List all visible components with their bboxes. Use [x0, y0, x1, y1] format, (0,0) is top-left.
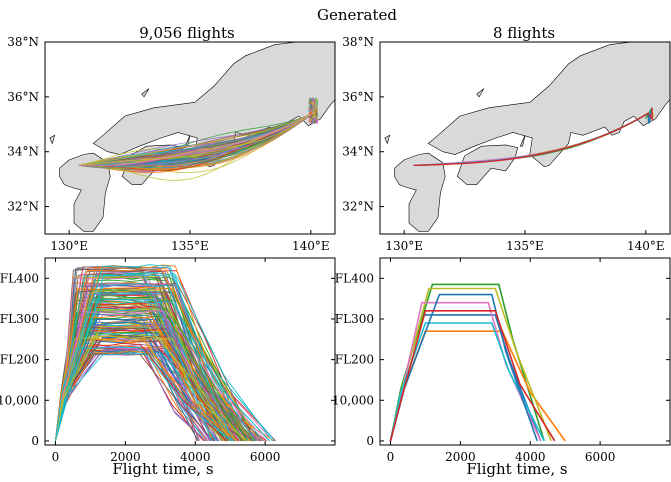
x-tick-label: 135°E: [171, 239, 209, 253]
altitude-profiles: [55, 264, 277, 442]
y-tick-label: 10,000: [332, 393, 374, 407]
y-tick-label: FL400: [335, 271, 374, 285]
map-land: [380, 42, 670, 232]
y-tick-label: 38°N: [7, 35, 39, 49]
altitude-profile: [55, 284, 219, 442]
x-tick-label: 130°E: [50, 239, 88, 253]
y-tick-label: FL300: [335, 312, 374, 326]
altitude-panel-dense: 0 2000 4000 6000 0 10,000 FL200 FL300 FL400: [0, 257, 336, 464]
x-tick-label: 135°E: [506, 239, 544, 253]
altitude-profile: [55, 346, 233, 442]
altitude-profile: [55, 321, 199, 442]
island: [141, 88, 150, 98]
altitude-profile: [55, 335, 244, 442]
flight-track: [78, 105, 318, 166]
xlabel-bottom-left: Flight time, s: [112, 460, 213, 478]
map-land: [45, 42, 335, 232]
y-tick-label: 38°N: [342, 35, 374, 49]
altitude-profile: [55, 351, 236, 442]
island: [384, 134, 391, 145]
altitude-profile: [55, 300, 270, 442]
y-tick-label: 10,000: [0, 393, 39, 407]
altitude-profile: [55, 286, 231, 442]
x-tick-label: 2000: [110, 450, 141, 464]
figure-title: Generated: [317, 6, 397, 24]
y-tick-label: 0: [31, 434, 39, 448]
xlabel-bottom-right: Flight time, s: [466, 460, 567, 478]
y-tick-label: 0: [366, 434, 374, 448]
panel-title-left: 9,056 flights: [139, 24, 235, 42]
x-tick-label: 140°E: [292, 239, 330, 253]
altitude-profile: [55, 283, 253, 442]
y-tick-label: 32°N: [342, 200, 374, 214]
flight-track: [78, 107, 318, 166]
altitude-profile: [389, 310, 556, 442]
y-tick-label: 36°N: [7, 90, 39, 104]
land-kyushu: [59, 152, 111, 232]
altitude-profile: [389, 322, 545, 442]
altitude-profile: [55, 336, 238, 442]
y-tick-label: 34°N: [7, 145, 39, 159]
altitude-profile: [55, 350, 225, 442]
y-tick-label: FL200: [335, 353, 374, 367]
island: [476, 88, 485, 98]
altitude-profile: [55, 348, 245, 442]
altitude-profile: [55, 289, 231, 442]
x-tick-label: 4000: [180, 450, 211, 464]
flight-track: [413, 107, 653, 167]
x-tick-label: 6000: [585, 450, 616, 464]
altitude-profile: [55, 309, 268, 442]
altitude-profile: [55, 283, 234, 442]
altitude-profile: [55, 266, 242, 442]
flight-tracks: [78, 97, 319, 181]
altitude-profiles: [389, 283, 566, 442]
altitude-profile: [55, 336, 228, 442]
x-tick-label: 0: [387, 450, 395, 464]
panel-title-right: 8 flights: [493, 24, 555, 42]
flight-track: [78, 100, 318, 166]
altitude-profile: [55, 264, 246, 442]
land-kyushu: [394, 152, 446, 232]
plot-frame: [44, 257, 336, 446]
x-tick-label: 140°E: [627, 239, 665, 253]
flight-track: [78, 104, 318, 168]
land-shikoku: [456, 144, 519, 185]
island: [45, 189, 46, 191]
y-tick-label: 32°N: [7, 200, 39, 214]
flight-track: [78, 107, 318, 166]
x-tick-label: 0: [52, 450, 60, 464]
land-awaji: [519, 135, 526, 147]
flight-track: [78, 97, 318, 166]
island: [49, 134, 56, 145]
y-tick-label: FL400: [0, 271, 39, 285]
y-tick-label: FL300: [0, 312, 39, 326]
plot-frame: [379, 257, 671, 446]
altitude-profile: [55, 344, 207, 442]
altitude-profile: [55, 325, 246, 442]
y-tick-label: 36°N: [342, 90, 374, 104]
altitude-panel-sparse: 0 2000 4000 6000 0 10,000 FL200 FL300 FL400: [332, 257, 671, 464]
x-tick-label: 6000: [250, 450, 281, 464]
y-tick-label: 34°N: [342, 145, 374, 159]
map-panel-sparse: 130°E 135°E 140°E 32°N 34°N 36°N 38°N: [342, 35, 671, 253]
x-tick-label: 130°E: [385, 239, 423, 253]
map-panel-dense: 130°E 135°E 140°E 32°N 34°N 36°N 38°N: [7, 35, 336, 253]
x-tick-label: 2000: [445, 450, 476, 464]
altitude-profile: [55, 276, 239, 442]
y-tick-label: FL200: [0, 353, 39, 367]
land-honshu: [427, 42, 670, 168]
altitude-profile: [55, 270, 200, 442]
flight-track: [78, 100, 318, 167]
flight-tracks: [413, 107, 654, 167]
flight-track: [78, 107, 319, 170]
x-tick-label: 4000: [515, 450, 546, 464]
altitude-profile: [55, 274, 273, 442]
island: [380, 189, 381, 191]
altitude-profile: [55, 342, 227, 442]
